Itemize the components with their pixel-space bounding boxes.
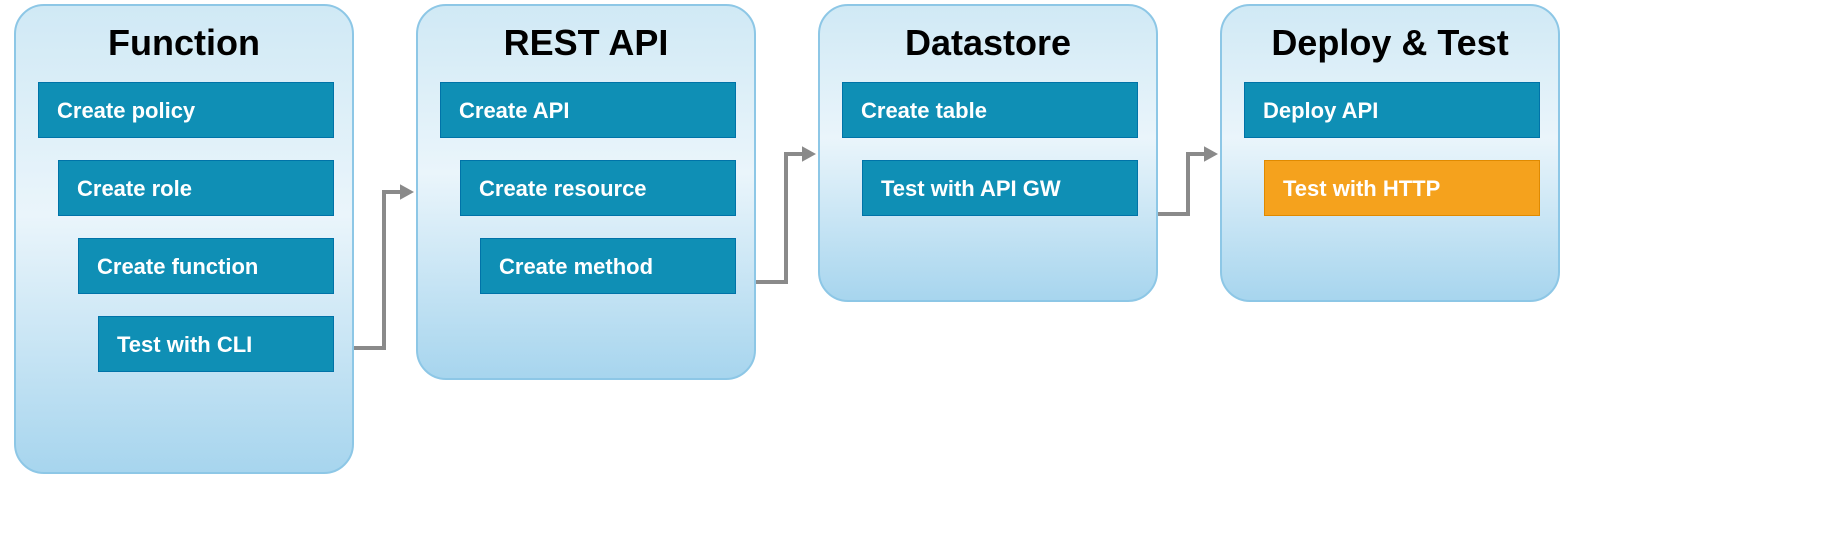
step-label: Create method [499,254,653,279]
step-create-table: Create table [842,82,1138,138]
step-create-role: Create role [58,160,334,216]
stage-function: Function Create policy Create role Creat… [14,4,354,474]
step-deploy-api: Deploy API [1244,82,1540,138]
step-test-with-cli: Test with CLI [98,316,334,372]
step-label: Create role [77,176,192,201]
step-label: Create table [861,98,987,123]
step-create-policy: Create policy [38,82,334,138]
step-label: Deploy API [1263,98,1378,123]
step-create-method: Create method [480,238,736,294]
stage-deploy-test: Deploy & Test Deploy API Test with HTTP [1220,4,1560,302]
step-label: Create API [459,98,569,123]
step-test-with-api-gw: Test with API GW [862,160,1138,216]
stage-title: Datastore [842,22,1134,64]
stage-datastore: Datastore Create table Test with API GW [818,4,1158,302]
stage-title: REST API [440,22,732,64]
step-create-api: Create API [440,82,736,138]
step-label: Create function [97,254,258,279]
step-label: Create policy [57,98,195,123]
step-create-resource: Create resource [460,160,736,216]
step-label: Test with API GW [881,176,1061,201]
stage-title: Deploy & Test [1244,22,1536,64]
step-label: Test with CLI [117,332,252,357]
step-test-with-http: Test with HTTP [1264,160,1540,216]
arrow-restapi-to-datastore [754,142,834,294]
arrow-function-to-restapi [352,180,432,360]
step-label: Test with HTTP [1283,176,1440,201]
step-create-function: Create function [78,238,334,294]
step-label: Create resource [479,176,647,201]
stage-title: Function [38,22,330,64]
arrow-datastore-to-deploy [1156,142,1236,226]
stage-rest-api: REST API Create API Create resource Crea… [416,4,756,380]
